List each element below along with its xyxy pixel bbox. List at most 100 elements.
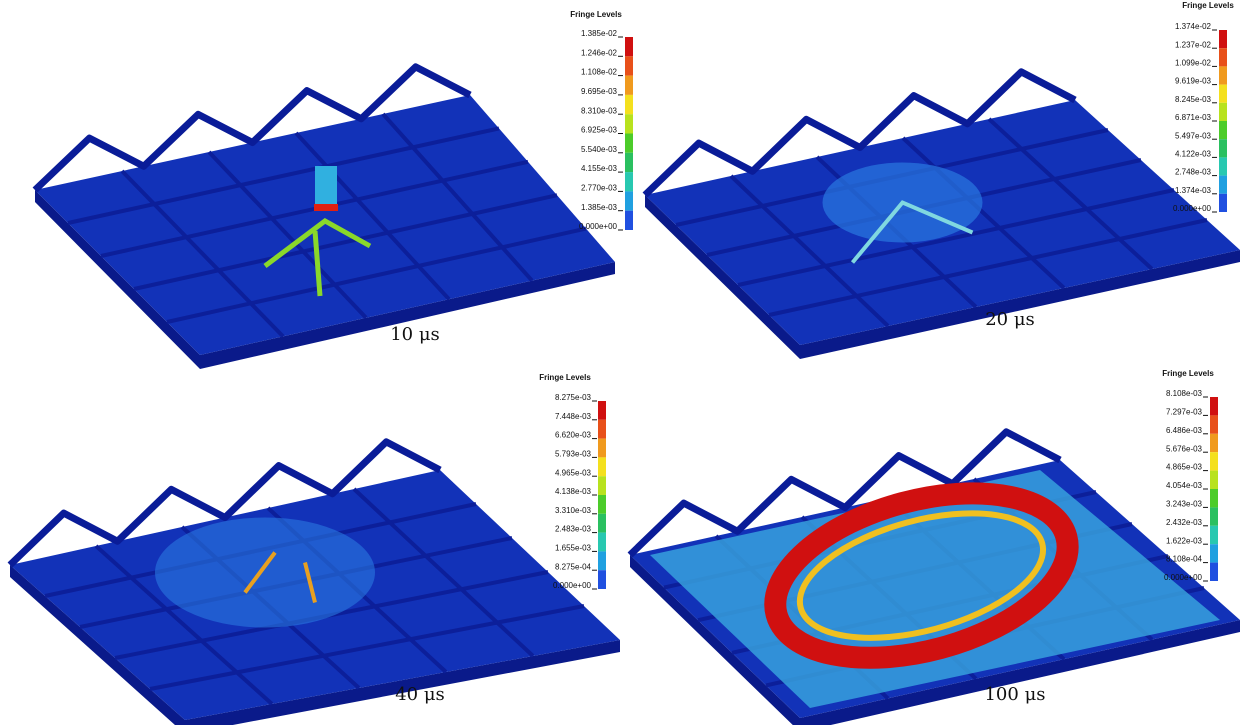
legend-title: Fringe Levels [1162,369,1214,378]
caption: 20 μs [985,309,1035,330]
legend-label: 0.000e+00 [1173,204,1212,213]
panel: Fringe Levels 8.275e-03 7.448e-03 6.620e-03… [10,373,620,725]
color-swatch [625,37,633,56]
color-swatch [1219,139,1227,157]
legend-label: 4.054e-03 [1166,481,1203,490]
legend-label: 6.486e-03 [1166,426,1203,435]
color-swatch [625,114,633,133]
color-swatch [1219,85,1227,103]
legend-title: Fringe Levels [570,10,622,19]
legend-label: 8.310e-03 [581,106,618,115]
legend-label: 1.622e-03 [1166,536,1203,545]
impactor-band [314,204,338,211]
legend-label: 2.770e-03 [581,184,618,193]
color-swatch [625,153,633,172]
legend-label: 1.655e-03 [555,544,592,553]
legend-label: 1.099e-02 [1175,59,1212,68]
stress-zone [155,518,375,628]
color-swatch [625,134,633,153]
color-swatch [1219,194,1227,212]
legend-label: 7.448e-03 [555,412,592,421]
legend-label: 1.108e-02 [581,68,618,77]
color-swatch [598,551,606,570]
color-swatch [1219,30,1227,48]
color-swatch [625,56,633,75]
legend-title: Fringe Levels [1182,1,1234,10]
legend-label: 7.297e-03 [1166,408,1203,417]
color-swatch [1210,563,1218,581]
caption: 100 μs [984,684,1045,705]
legend-label: 1.385e-02 [581,29,618,38]
legend-label: 4.138e-03 [555,487,592,496]
color-swatch [598,439,606,458]
caption: 10 μs [390,324,440,345]
legend-label: 3.310e-03 [555,506,592,515]
color-swatch [1219,66,1227,84]
color-swatch [1210,452,1218,470]
legend-title: Fringe Levels [539,373,591,382]
plate [35,95,615,355]
legend-label: 6.925e-03 [581,126,618,135]
color-swatch [598,401,606,420]
legend-label: 1.374e-02 [1175,22,1212,31]
color-swatch [625,172,633,191]
legend-label: 2.483e-03 [555,525,592,534]
color-swatch [1210,526,1218,544]
legend-label: 9.695e-03 [581,87,618,96]
legend-label: 0.000e+00 [579,222,618,231]
legend-label: 6.620e-03 [555,431,592,440]
legend-label: 4.865e-03 [1166,463,1203,472]
legend-label: 0.000e+00 [553,581,592,590]
legend-label: 1.374e-03 [1175,186,1212,195]
legend-label: 4.122e-03 [1175,150,1212,159]
legend-label: 4.155e-03 [581,164,618,173]
color-swatch [1210,489,1218,507]
legend-label: 8.275e-03 [555,393,592,402]
color-swatch [1219,48,1227,66]
color-swatch [1210,507,1218,525]
legend-label: 4.965e-03 [555,468,592,477]
legend-label: 1.237e-02 [1175,40,1212,49]
color-swatch [1210,471,1218,489]
legend-label: 1.246e-02 [581,48,618,57]
color-swatch [598,570,606,589]
color-swatch [598,420,606,439]
caption: 40 μs [395,684,445,705]
color-swatch [1210,415,1218,433]
color-swatch [625,95,633,114]
color-swatch [598,533,606,552]
color-swatch [1210,544,1218,562]
legend-label: 5.497e-03 [1175,131,1212,140]
legend-label: 5.540e-03 [581,145,618,154]
legend-label: 2.432e-03 [1166,518,1203,527]
panel: Fringe Levels 8.108e-03 7.297e-03 6.486e-03… [630,369,1240,725]
legend-label: 1.385e-03 [581,203,618,212]
legend-label: 8.245e-03 [1175,95,1212,104]
color-swatch [625,76,633,95]
legend-label: 9.619e-03 [1175,77,1212,86]
color-swatch [1210,397,1218,415]
color-swatch [625,211,633,230]
color-swatch [598,514,606,533]
color-swatch [1219,103,1227,121]
panel: Fringe Levels 1.385e-02 1.246e-02 1.108e-02… [35,10,633,369]
figure: Fringe Levels 1.385e-02 1.246e-02 1.108e-02… [0,0,1244,725]
color-swatch [598,476,606,495]
color-swatch [1210,434,1218,452]
color-swatch [598,495,606,514]
legend-label: 2.748e-03 [1175,168,1212,177]
color-swatch [598,457,606,476]
color-swatch [625,191,633,210]
color-swatch [1219,157,1227,175]
legend-label: 0.000e+00 [1164,573,1203,582]
panel: Fringe Levels 1.374e-02 1.237e-02 1.099e-02… [645,1,1240,359]
legend-label: 8.275e-04 [555,562,592,571]
legend-label: 3.243e-03 [1166,500,1203,509]
color-swatch [1219,176,1227,194]
legend-label: 8.108e-03 [1166,389,1203,398]
legend-label: 8.108e-04 [1166,555,1203,564]
legend-label: 5.676e-03 [1166,444,1203,453]
legend-label: 5.793e-03 [555,450,592,459]
legend-label: 6.871e-03 [1175,113,1212,122]
color-swatch [1219,121,1227,139]
